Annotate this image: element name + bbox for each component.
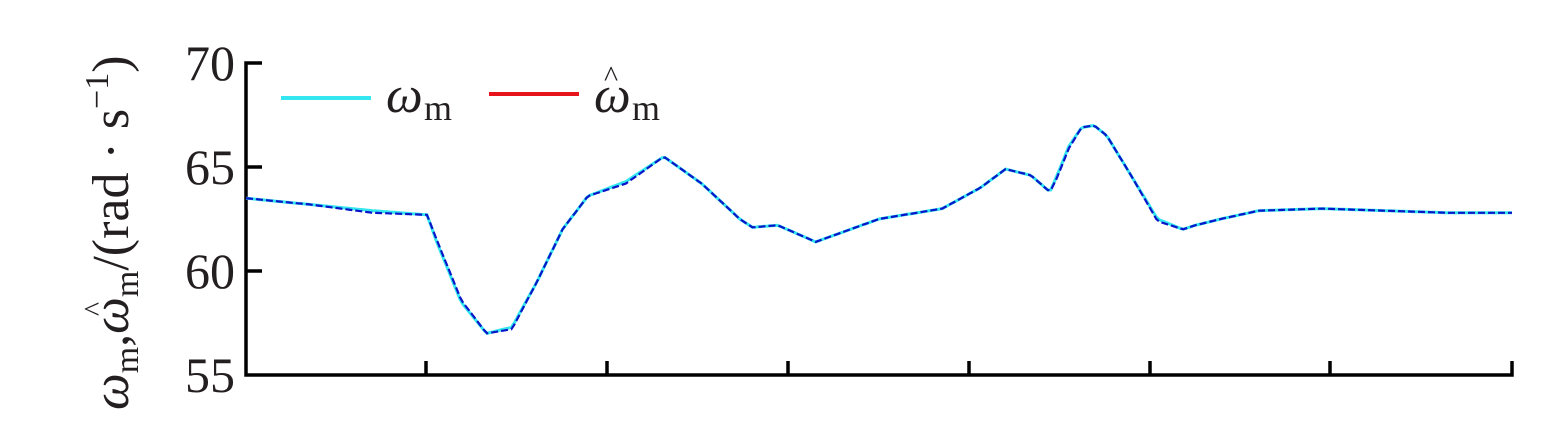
series-reference-line — [245, 124, 1512, 335]
ylabel-omega: ω — [83, 373, 140, 410]
series-omega-line — [245, 124, 1512, 335]
ylabel-sub-m: m — [109, 347, 146, 373]
svg-text:ωm,ωm/(rad · s−1): ωm,ωm/(rad · s−1) — [79, 55, 146, 410]
legend-label-omega: ω — [386, 67, 423, 124]
series-layer — [245, 124, 1512, 335]
legend-label-omega-sub: m — [424, 88, 452, 128]
axes — [244, 61, 1514, 377]
y-tick-label-70: 70 — [185, 35, 235, 91]
y-axis-line — [244, 61, 1514, 377]
legend-label-omega-hat-sub: m — [632, 88, 660, 128]
legend-label-omega-hat: ω — [594, 67, 631, 124]
y-tick-label-60: 60 — [185, 243, 235, 299]
y-axis-label: ωm,ωm/(rad · s−1) — [79, 55, 146, 410]
legend: ω m ^ ω m — [281, 60, 660, 128]
y-tick-label-55: 55 — [185, 347, 235, 403]
y-tick-labels: 70 65 60 55 — [185, 35, 235, 403]
ylabel-omega-hat: ω — [83, 297, 140, 334]
legend-hat-mark: ^ — [604, 60, 618, 93]
y-tick-label-65: 65 — [185, 139, 235, 195]
ylabel-hat-mark: ^ — [78, 302, 111, 316]
